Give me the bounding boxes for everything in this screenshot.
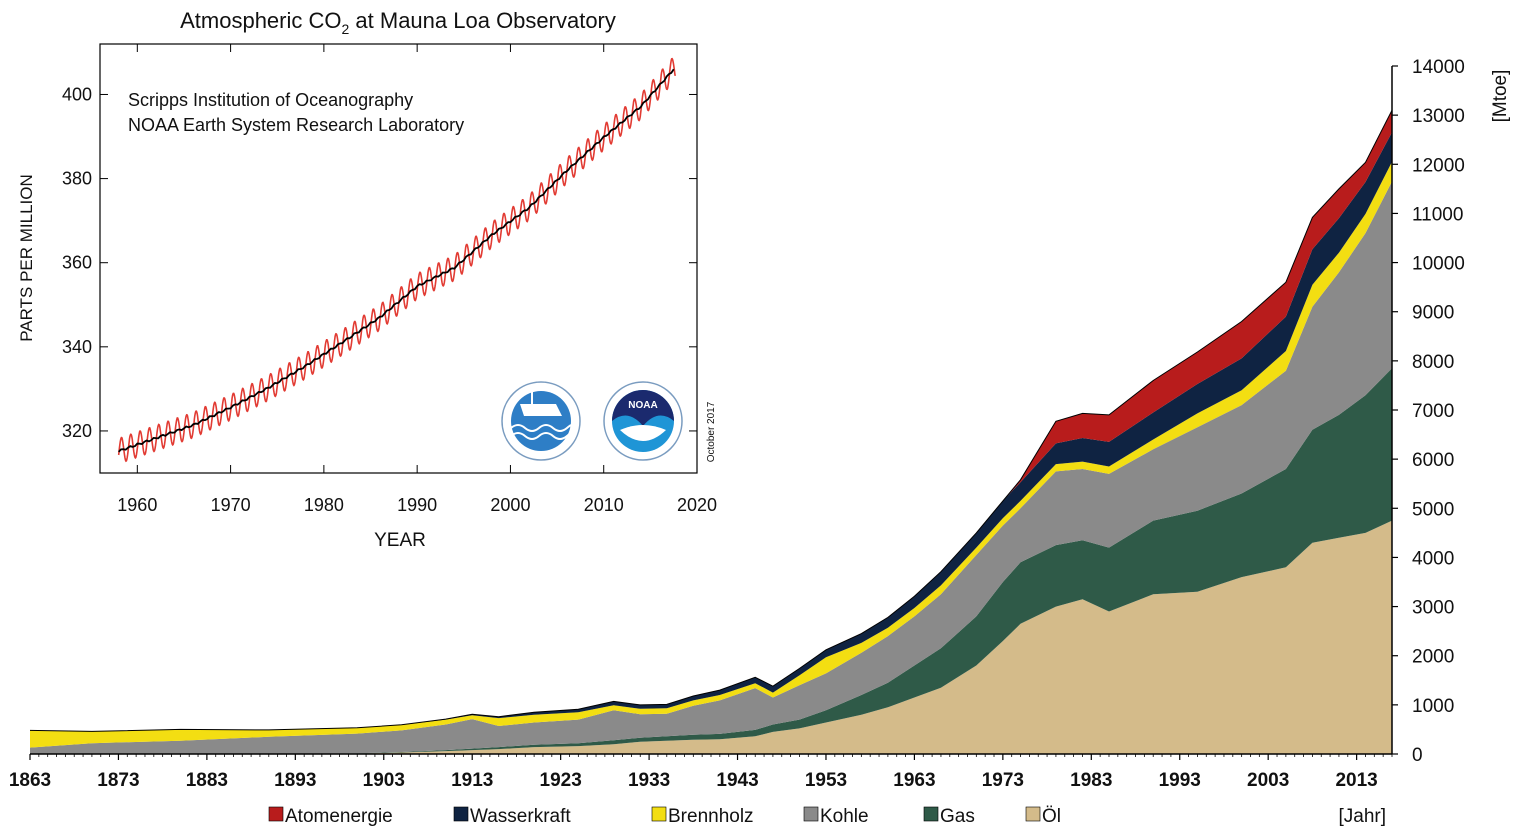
energy-y-tick-label: 6000: [1412, 450, 1454, 471]
energy-x-tick-label: 1963: [893, 770, 935, 791]
energy-y-tick-label: 9000: [1412, 303, 1454, 324]
energy-x-tick-label: 1933: [628, 770, 670, 791]
energy-stacked-areas: [29, 109, 1393, 754]
energy-x-ticks: 1863 1873 1883 1893 1903 1913 1923 1933 1943 1953…: [9, 754, 1393, 791]
co2-title: Atmospheric CO2 at Mauna Loa Observatory: [180, 8, 616, 37]
co2-title-tail: at Mauna Loa Observatory: [349, 8, 616, 33]
energy-y-tick-label: 12000: [1412, 155, 1465, 176]
legend-swatch: [453, 806, 469, 822]
legend-swatch: [1025, 806, 1041, 822]
co2-inset-chart: Atmospheric CO2 at Mauna Loa Observatory…: [17, 8, 717, 551]
energy-area-gas: [30, 368, 1392, 754]
energy-y-tick-label: 8000: [1412, 352, 1454, 373]
energy-x-tick-label: 1873: [97, 770, 139, 791]
co2-x-tick-label: 2020: [677, 495, 717, 515]
co2-x-tick-label: 1980: [304, 495, 344, 515]
energy-y-ticks: 0 1000 2000 3000 4000 5000 6000 7000 8000 9000 100…: [1392, 57, 1465, 766]
co2-x-tick-label: 1960: [117, 495, 157, 515]
energy-x-tick-label: 1923: [540, 770, 582, 791]
energy-y-tick-label: 7000: [1412, 401, 1454, 422]
legend-swatch: [651, 806, 667, 822]
co2-annotation-noaa: NOAA Earth System Research Laboratory: [128, 115, 464, 135]
co2-x-tick-label: 2010: [584, 495, 624, 515]
legend-label: Wasserkraft: [470, 806, 571, 827]
energy-x-tick-label: 1993: [1159, 770, 1201, 791]
legend-swatch: [803, 806, 819, 822]
co2-trend-series-line: [118, 68, 675, 453]
energy-area--l: [30, 520, 1392, 754]
co2-y-tick-label: 360: [62, 253, 92, 273]
co2-y-tick-label: 340: [62, 337, 92, 357]
energy-x-tick-label: 1903: [363, 770, 405, 791]
co2-y-tick-label: 400: [62, 84, 92, 104]
energy-x-tick-label: 1893: [274, 770, 316, 791]
energy-legend: Atomenergie Wasserkraft Brennholz Kohle Gas Ö…: [268, 806, 1061, 827]
energy-x-tick-label: 1913: [451, 770, 493, 791]
energy-x-tick-label: 1863: [9, 770, 51, 791]
co2-title-main: Atmospheric CO: [180, 8, 341, 33]
energy-y-tick-label: 4000: [1412, 548, 1454, 569]
co2-x-tick-label: 1990: [397, 495, 437, 515]
energy-y-tick-label: 14000: [1412, 57, 1465, 78]
scripps-logo-icon: [501, 381, 581, 461]
legend-swatch: [268, 806, 284, 822]
co2-y-tick-label: 380: [62, 169, 92, 189]
energy-y-tick-label: 10000: [1412, 254, 1465, 275]
energy-total-outline: [29, 109, 1393, 732]
legend-swatch: [923, 806, 939, 822]
energy-y-tick-label: 3000: [1412, 598, 1454, 619]
co2-plot-frame: [99, 43, 698, 474]
co2-y-axis-label: PARTS PER MILLION: [17, 174, 36, 342]
co2-ticks: 1960 1970 1980 1990 2000 2010 2020 320 340 360 380…: [62, 44, 717, 515]
energy-y-tick-label: 5000: [1412, 499, 1454, 520]
co2-title-subscript: 2: [342, 21, 350, 37]
co2-x-axis-label: YEAR: [374, 530, 426, 551]
energy-y-axis-label: [Mtoe]: [1490, 70, 1511, 123]
co2-date-note: October 2017: [706, 401, 717, 462]
legend-label: Kohle: [820, 806, 869, 827]
energy-x-tick-label: 1883: [186, 770, 228, 791]
energy-x-tick-label: 2013: [1335, 770, 1377, 791]
energy-area-atomenergie: [30, 110, 1392, 732]
noaa-logo-icon: NOAA: [603, 381, 683, 461]
energy-x-tick-label: 1953: [805, 770, 847, 791]
energy-y-tick-label: 1000: [1412, 696, 1454, 717]
co2-x-tick-label: 2000: [490, 495, 530, 515]
energy-x-tick-label: 2003: [1247, 770, 1289, 791]
energy-y-tick-label: 13000: [1412, 106, 1465, 127]
legend-label: Gas: [940, 806, 975, 827]
energy-y-tick-label: 0: [1412, 745, 1423, 766]
energy-x-tick-label: 1943: [716, 770, 758, 791]
legend-label: Brennholz: [668, 806, 754, 827]
noaa-logo-text: NOAA: [628, 400, 657, 411]
energy-x-tick-label: 1983: [1070, 770, 1112, 791]
energy-x-tick-label: 1973: [982, 770, 1024, 791]
co2-monthly-series-line: [117, 57, 676, 463]
energy-y-tick-label: 11000: [1412, 204, 1463, 225]
energy-x-axis-label: [Jahr]: [1338, 806, 1386, 827]
co2-annotation-scripps: Scripps Institution of Oceanography: [128, 90, 413, 110]
co2-y-tick-label: 320: [62, 421, 92, 441]
energy-y-tick-label: 2000: [1412, 647, 1454, 668]
legend-label: Atomenergie: [285, 806, 393, 827]
co2-x-tick-label: 1970: [211, 495, 251, 515]
legend-label: Öl: [1042, 806, 1061, 827]
